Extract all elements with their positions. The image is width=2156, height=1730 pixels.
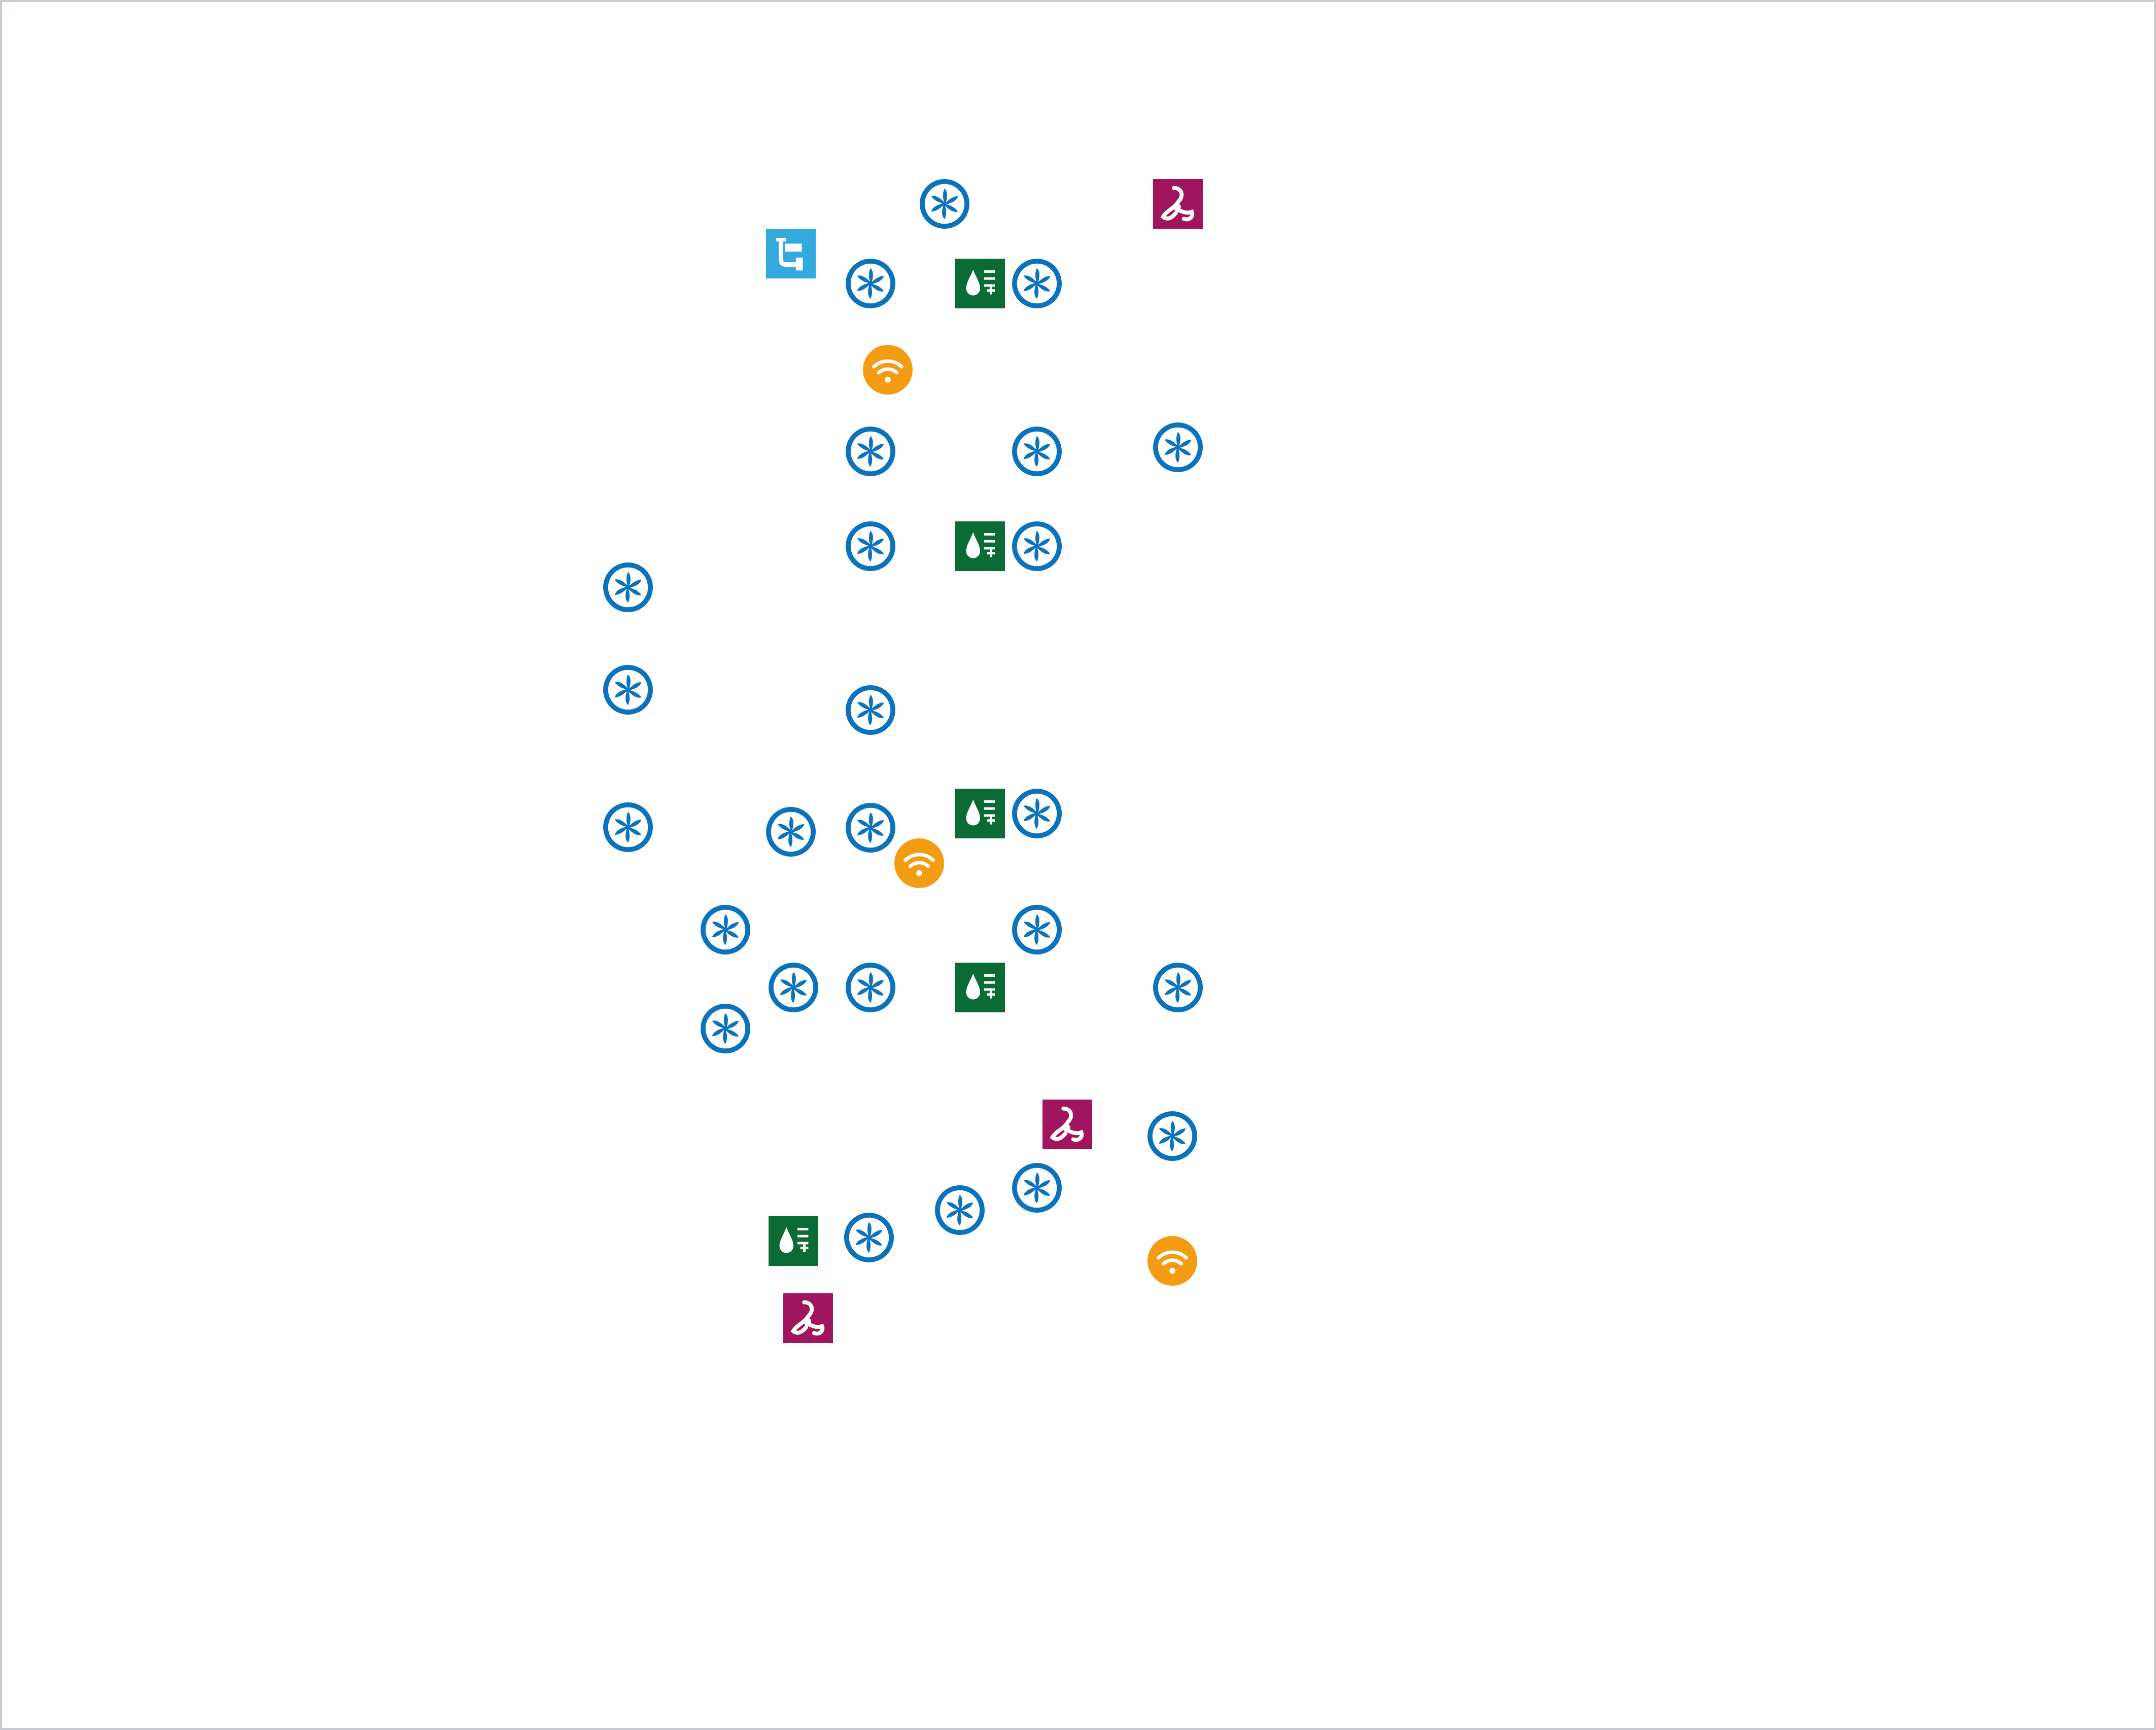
fan-icon[interactable] (1012, 521, 1062, 571)
biohazard-icon[interactable] (783, 1293, 833, 1343)
fan-icon[interactable] (1012, 259, 1062, 308)
fan-icon[interactable] (846, 259, 895, 308)
fan-icon[interactable] (603, 802, 653, 852)
humidifier-icon[interactable] (769, 1216, 818, 1266)
fan-icon[interactable] (1153, 422, 1203, 472)
biohazard-icon[interactable] (1042, 1100, 1092, 1149)
fan-icon[interactable] (1012, 427, 1062, 476)
fan-icon[interactable] (846, 803, 895, 853)
humidifier-icon[interactable] (955, 963, 1005, 1012)
fan-icon[interactable] (920, 179, 969, 229)
fan-icon[interactable] (1012, 789, 1062, 838)
fan-icon[interactable] (1012, 1163, 1062, 1213)
fan-icon[interactable] (1153, 963, 1203, 1012)
wifi-icon[interactable] (894, 838, 944, 888)
fan-icon[interactable] (846, 427, 895, 476)
fan-icon[interactable] (1012, 905, 1062, 955)
humidifier-icon[interactable] (955, 521, 1005, 571)
fan-icon[interactable] (846, 685, 895, 735)
fan-icon[interactable] (701, 905, 750, 955)
fan-icon[interactable] (846, 521, 895, 571)
humidifier-icon[interactable] (955, 259, 1005, 308)
fan-icon[interactable] (935, 1185, 985, 1235)
fan-icon[interactable] (846, 963, 895, 1012)
fan-icon[interactable] (844, 1213, 894, 1262)
fan-icon[interactable] (766, 807, 816, 857)
fan-icon[interactable] (603, 665, 653, 715)
wifi-icon[interactable] (1147, 1236, 1197, 1286)
biohazard-icon[interactable] (1153, 179, 1203, 229)
fan-icon[interactable] (701, 1004, 750, 1053)
wifi-icon[interactable] (863, 345, 913, 395)
humidifier-icon[interactable] (955, 789, 1005, 838)
fan-icon[interactable] (769, 963, 818, 1012)
fan-icon[interactable] (603, 562, 653, 612)
duct-icon[interactable] (766, 229, 816, 278)
fan-icon[interactable] (1147, 1111, 1197, 1161)
